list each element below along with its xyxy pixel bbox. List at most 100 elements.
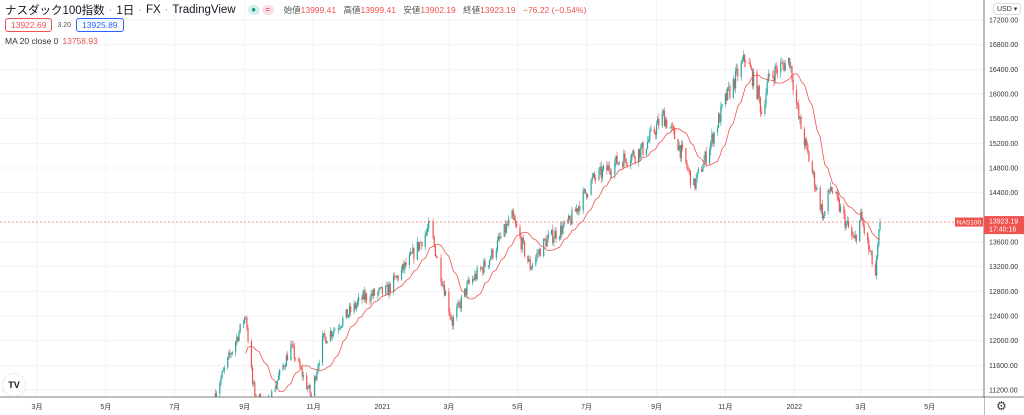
- candle-body: [302, 375, 304, 377]
- candle-body: [835, 192, 837, 193]
- candle-body: [528, 259, 530, 262]
- candle-body: [451, 319, 453, 326]
- candle-body: [637, 149, 640, 162]
- sell-button[interactable]: 13922.69: [5, 18, 53, 32]
- symbol-title[interactable]: ナスダック100指数: [5, 5, 105, 17]
- candle-body: [283, 365, 285, 368]
- source-label: TradingView: [172, 4, 236, 16]
- candle-body: [354, 303, 356, 309]
- time-tick-label: 2022: [786, 404, 802, 411]
- candle-body: [381, 286, 383, 294]
- time-tick-label: 5月: [512, 403, 523, 411]
- candle-body: [674, 129, 676, 140]
- candle-body: [862, 220, 864, 226]
- candle-body: [276, 380, 278, 385]
- candle-body: [531, 264, 534, 268]
- settings-gear-icon[interactable]: ⚙: [996, 399, 1007, 413]
- candle-body: [859, 220, 861, 242]
- candle-body: [236, 337, 238, 342]
- candle-body: [713, 132, 715, 144]
- candle-body: [724, 93, 727, 105]
- candle-body: [315, 376, 317, 380]
- candle-body: [595, 177, 597, 180]
- candle-body: [697, 169, 699, 173]
- buy-button[interactable]: 13925.89: [76, 18, 124, 32]
- candle-body: [511, 210, 513, 219]
- candle-body: [308, 385, 310, 388]
- candle-body: [321, 335, 324, 363]
- candle-body: [441, 281, 443, 286]
- candle-body: [412, 248, 414, 254]
- candle-body: [618, 162, 620, 164]
- time-tick-label: 3月: [855, 403, 866, 411]
- price-tick-label: 12400.00: [989, 314, 1018, 321]
- candle-body: [757, 85, 759, 100]
- ma-line: [245, 73, 881, 393]
- candle-body: [797, 103, 799, 106]
- candle-body: [317, 366, 319, 373]
- candle-body: [499, 236, 501, 239]
- candle-body: [434, 245, 436, 257]
- candle-body: [655, 124, 658, 135]
- time-tick-label: 2021: [375, 404, 391, 411]
- candle-body: [504, 224, 506, 233]
- candle-body: [254, 382, 256, 396]
- candle-body: [788, 57, 790, 64]
- candle-body: [514, 220, 517, 224]
- candle-body: [845, 221, 847, 228]
- candle-body: [569, 215, 571, 219]
- ma-legend[interactable]: MA 20 close 0 13758.93: [5, 36, 98, 46]
- candle-body: [219, 383, 221, 394]
- candle-body: [503, 224, 505, 237]
- price-tick-label: 16800.00: [989, 42, 1018, 49]
- candle-body: [388, 283, 390, 296]
- candle-body: [429, 221, 431, 222]
- candle-body: [608, 165, 610, 172]
- candle-body: [695, 178, 697, 189]
- candle-body: [444, 291, 447, 296]
- candle-body: [640, 147, 642, 159]
- candle-body: [721, 104, 723, 107]
- candle-body: [491, 249, 493, 258]
- currency-selector[interactable]: USD ▾: [993, 3, 1022, 15]
- candle-body: [750, 67, 752, 70]
- candle-body: [377, 292, 379, 296]
- candle-body: [575, 208, 578, 212]
- candle-body: [678, 145, 680, 151]
- candle-body: [468, 279, 470, 283]
- candle-body: [353, 303, 355, 312]
- interval-label[interactable]: 1日: [116, 5, 135, 17]
- candle-body: [576, 208, 579, 212]
- candle-body: [330, 331, 333, 337]
- candle-body: [214, 393, 216, 397]
- candle-body: [535, 257, 537, 265]
- candle-body: [830, 187, 833, 192]
- time-tick-label: 9月: [651, 403, 662, 411]
- time-tick-label: 11月: [718, 403, 732, 411]
- candle-body: [457, 302, 459, 308]
- candle-body: [334, 329, 336, 331]
- candle-body: [324, 333, 326, 337]
- candle-body: [314, 376, 316, 396]
- candle-body: [318, 362, 320, 367]
- candle-body: [372, 289, 374, 296]
- tradingview-logo[interactable]: TV: [3, 374, 25, 396]
- candle-body: [760, 112, 763, 115]
- candle-body: [465, 288, 467, 295]
- candle-body: [583, 189, 585, 191]
- candle-body: [587, 194, 589, 198]
- candle-body: [545, 239, 547, 247]
- candle-body: [459, 303, 461, 309]
- candle-body: [393, 275, 395, 293]
- candle-body: [293, 346, 295, 359]
- price-tick-label: 13600.00: [989, 240, 1018, 247]
- candle-body: [563, 221, 565, 227]
- price-tick-label: 12800.00: [989, 289, 1018, 296]
- candle-body: [404, 262, 406, 270]
- change-value: −76.22 (−0.54%): [522, 5, 587, 15]
- candle-body: [467, 279, 469, 284]
- candle-body: [806, 139, 808, 145]
- candle-body: [458, 302, 460, 304]
- candle-body: [626, 163, 628, 165]
